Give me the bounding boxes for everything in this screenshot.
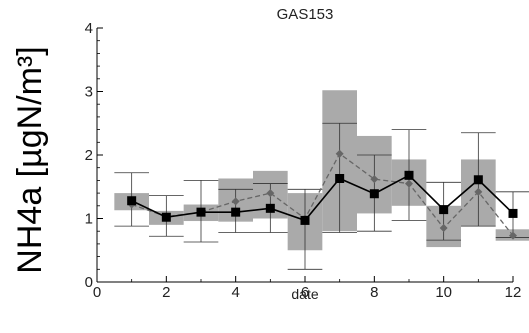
square-marker: [161, 212, 171, 222]
diamond-marker: [439, 224, 448, 233]
diamond-marker: [335, 149, 344, 158]
x-tick-label: 6: [301, 284, 309, 301]
diamond-marker: [405, 179, 413, 188]
square-marker: [231, 207, 241, 217]
y-tick-label: 3: [85, 84, 93, 101]
square-marker: [508, 208, 518, 218]
diamond-marker: [266, 189, 275, 198]
x-tick-label: 10: [435, 284, 452, 301]
y-tick-label: 1: [85, 211, 93, 228]
diamond-marker: [474, 187, 483, 196]
x-axis-label: date: [291, 286, 318, 302]
series-line-solid: [131, 174, 514, 222]
diamond-marker: [231, 197, 240, 206]
square-marker: [300, 215, 310, 225]
chart-title: GAS153: [277, 6, 334, 23]
square-marker: [369, 189, 379, 199]
y-tick-label: 4: [85, 20, 93, 37]
series-markers: [127, 149, 518, 240]
diamond-marker: [370, 175, 379, 184]
series-lines: [131, 152, 514, 237]
square-marker: [404, 170, 414, 180]
x-tick-label: 0: [93, 284, 101, 301]
x-tick-label: 12: [505, 284, 522, 301]
axes: [96, 27, 514, 283]
y-tick-label: 2: [85, 147, 93, 164]
square-marker: [335, 173, 345, 183]
square-marker: [439, 205, 449, 215]
diamond-marker: [509, 231, 517, 240]
x-tick-label: 2: [162, 284, 170, 301]
square-marker: [265, 203, 275, 213]
x-tick-label: 4: [231, 284, 239, 301]
x-tick-label: 8: [370, 284, 378, 301]
square-marker: [127, 196, 137, 206]
y-axis-label: NH4a [µgN/m³]: [11, 46, 49, 273]
square-marker: [473, 175, 483, 185]
y-tick-label: 0: [85, 274, 93, 291]
square-marker: [196, 207, 206, 217]
